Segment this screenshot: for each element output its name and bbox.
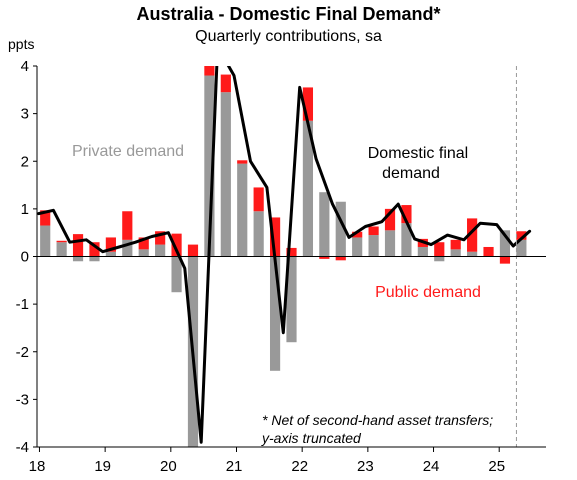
x-tick-label: 23 [357, 458, 374, 475]
label-domestic-final-demand-line2: demand [382, 165, 440, 182]
x-tick-label: 24 [423, 458, 440, 475]
bar-public-demand [450, 239, 461, 250]
bar-private-demand [171, 256, 182, 293]
x-tick-label: 25 [488, 458, 505, 475]
bar-private-demand [40, 225, 51, 257]
bar-private-demand [516, 239, 527, 257]
y-tick-label: 1 [21, 201, 29, 218]
chart-subtitle: Quarterly contributions, sa [195, 28, 382, 45]
bar-public-demand [516, 231, 527, 240]
x-tick-label: 21 [226, 458, 243, 475]
chart-title: Australia - Domestic Final Demand* [136, 4, 441, 24]
bar-private-demand [384, 230, 396, 257]
bar-public-demand [401, 205, 412, 224]
y-tick-label: 2 [21, 153, 29, 170]
bar-public-demand [319, 256, 330, 259]
bar-private-demand [434, 256, 445, 262]
bar-private-demand [89, 256, 100, 262]
y-tick-label: 4 [21, 58, 29, 75]
bar-private-demand [204, 75, 215, 257]
bar-private-demand [368, 235, 379, 257]
bar-private-demand [253, 211, 264, 257]
bar-private-demand [56, 242, 67, 257]
x-tick-label: 22 [291, 458, 308, 475]
bar-public-demand [171, 233, 182, 257]
bar-public-demand [56, 240, 67, 243]
plot-series-group [37, 66, 532, 447]
y-tick-label: -3 [16, 391, 29, 408]
label-public-demand: Public demand [375, 284, 481, 301]
y-tick-label: -1 [16, 296, 29, 313]
footnote-line1: * Net of second-hand asset transfers; [262, 412, 493, 428]
x-tick-label: 20 [160, 458, 177, 475]
bar-private-demand [417, 246, 428, 257]
bar-public-demand [384, 208, 396, 231]
bar-private-demand [401, 223, 412, 257]
label-domestic-final-demand-line1: Domestic final [368, 145, 468, 162]
bar-private-demand [286, 256, 297, 343]
bar-public-demand [187, 244, 199, 257]
bar-private-demand [302, 120, 314, 257]
bar-public-demand [253, 187, 264, 212]
bar-public-demand [434, 242, 445, 257]
bar-public-demand [138, 237, 149, 250]
x-tick-label: 19 [94, 458, 111, 475]
bar-private-demand [499, 230, 511, 257]
bar-private-demand [352, 237, 363, 257]
bar-public-demand [40, 210, 51, 226]
bar-private-demand [319, 192, 330, 257]
bar-public-demand [467, 218, 478, 252]
bar-public-demand [105, 237, 116, 252]
y-tick-label: 0 [21, 249, 29, 266]
bar-public-demand [352, 231, 363, 238]
label-private-demand: Private demand [72, 143, 184, 160]
bar-private-demand [237, 163, 248, 257]
bar-public-demand [286, 247, 297, 257]
bar-public-demand [269, 217, 281, 257]
bar-public-demand [204, 66, 215, 76]
y-tick-label: 3 [21, 106, 29, 123]
bar-private-demand [450, 249, 461, 257]
bar-private-demand [155, 244, 166, 257]
bar-public-demand [483, 246, 494, 257]
bar-public-demand [368, 226, 379, 236]
bar-public-demand [335, 256, 346, 261]
bar-public-demand [155, 231, 166, 245]
bar-public-demand [499, 256, 511, 264]
bar-private-demand [105, 251, 116, 257]
x-tick-label: 18 [29, 458, 46, 475]
bar-private-demand [122, 239, 133, 257]
bar-public-demand [220, 74, 231, 93]
bar-private-demand [335, 201, 346, 257]
y-axis-unit-label: ppts [8, 36, 35, 52]
bar-public-demand [237, 160, 248, 164]
bar-public-demand [72, 234, 84, 257]
bar-private-demand [269, 256, 281, 371]
footnote-line2: y-axis truncated [261, 430, 362, 446]
bar-private-demand [72, 256, 84, 262]
bar-public-demand [302, 87, 314, 121]
bar-private-demand [467, 251, 478, 257]
bar-private-demand [138, 249, 149, 257]
line-domestic-final-demand [37, 66, 532, 444]
y-tick-label: -2 [16, 344, 29, 361]
y-tick-label: -4 [16, 439, 29, 456]
bar-public-demand [89, 242, 100, 257]
bar-private-demand [220, 92, 231, 257]
bar-public-demand [122, 211, 133, 240]
